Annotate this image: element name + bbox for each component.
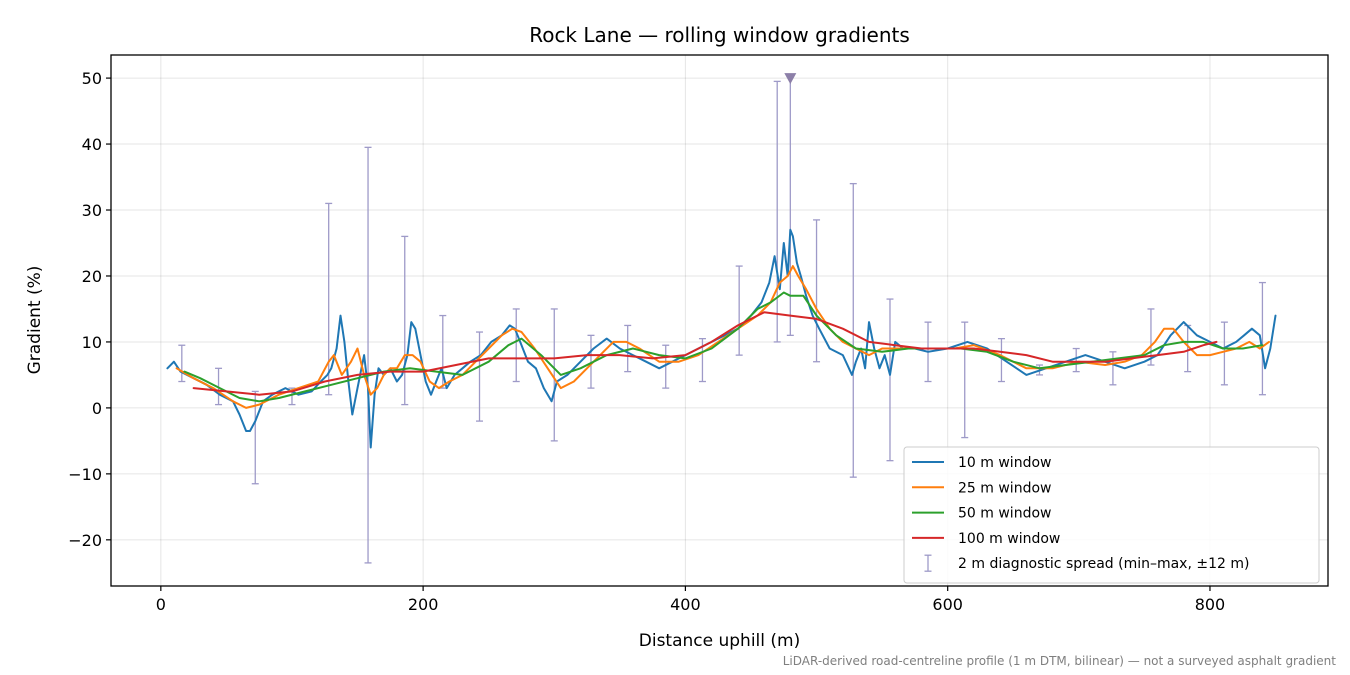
- spread-bar-20: [886, 298, 894, 462]
- spread-bar-26: [1109, 351, 1117, 386]
- series-line-3: [192, 311, 1218, 396]
- spread-bar-23: [997, 337, 1005, 383]
- x-axis-title: Distance uphill (m): [639, 631, 800, 651]
- legend-item-1: 25 m window: [912, 480, 1051, 496]
- spread-bar-13: [662, 344, 670, 389]
- spread-bar-8: [476, 331, 484, 422]
- y-tick-label-0: −20: [68, 531, 102, 550]
- spread-bar-0: [178, 344, 186, 383]
- legend-label: 100 m window: [958, 531, 1060, 547]
- series-line-1: [175, 265, 1270, 409]
- spread-bar-11: [587, 334, 595, 389]
- y-tick-label-1: −10: [68, 465, 102, 484]
- y-axis: −20 −10 0 10 20 30 40 50: [68, 69, 111, 550]
- y-axis-title: Gradient (%): [25, 266, 45, 375]
- legend: 10 m window 25 m window 50 m window 100 m w…: [903, 446, 1320, 584]
- y-tick-label-5: 30: [82, 201, 102, 220]
- markers: [784, 73, 797, 85]
- peak-marker: [784, 73, 797, 85]
- x-tick-label-1: 200: [408, 595, 439, 614]
- legend-label: 50 m window: [958, 506, 1051, 522]
- plot-frame: [110, 54, 1329, 587]
- spread-bar-15: [735, 265, 743, 356]
- legend-box: [903, 446, 1320, 584]
- y-tick-label-6: 40: [82, 135, 102, 154]
- legend-label: 10 m window: [958, 455, 1051, 471]
- x-tick-label-2: 400: [670, 595, 701, 614]
- spread-bar-19: [849, 182, 857, 478]
- x-tick-label-0: 0: [156, 595, 166, 614]
- legend-item-0: 10 m window: [912, 455, 1051, 471]
- series-lines: [166, 228, 1277, 449]
- spread-bar-2: [251, 390, 259, 485]
- spread-bar-29: [1220, 321, 1228, 386]
- y-tick-label-7: 50: [82, 69, 102, 88]
- legend-item-2: 50 m window: [912, 506, 1051, 522]
- footnote: LiDAR-derived road-centreline profile (1…: [783, 654, 1337, 668]
- y-tick-label-4: 20: [82, 267, 102, 286]
- spread-bar-18: [813, 219, 821, 363]
- spread-bar-5: [364, 146, 372, 564]
- spread-bar-25: [1072, 347, 1080, 373]
- spread-bar-22: [961, 321, 969, 439]
- spread-bar-30: [1258, 281, 1266, 396]
- x-tick-label-3: 600: [932, 595, 963, 614]
- spread-bar-6: [401, 235, 409, 406]
- spread-bar-9: [512, 308, 520, 383]
- x-tick-label-4: 800: [1195, 595, 1226, 614]
- y-tick-label-3: 10: [82, 333, 102, 352]
- legend-label: 25 m window: [958, 480, 1051, 496]
- legend-item-3: 100 m window: [912, 531, 1060, 547]
- chart-title: Rock Lane — rolling window gradients: [529, 23, 910, 47]
- x-axis: 0 200 400 600 800: [156, 586, 1226, 614]
- y-tick-label-2: 0: [92, 399, 102, 418]
- spread-bar-10: [550, 308, 558, 442]
- spread-bar-12: [624, 324, 632, 373]
- legend-label: 2 m diagnostic spread (min–max, ±12 m): [958, 556, 1249, 572]
- legend-item-4: 2 m diagnostic spread (min–max, ±12 m): [924, 554, 1249, 572]
